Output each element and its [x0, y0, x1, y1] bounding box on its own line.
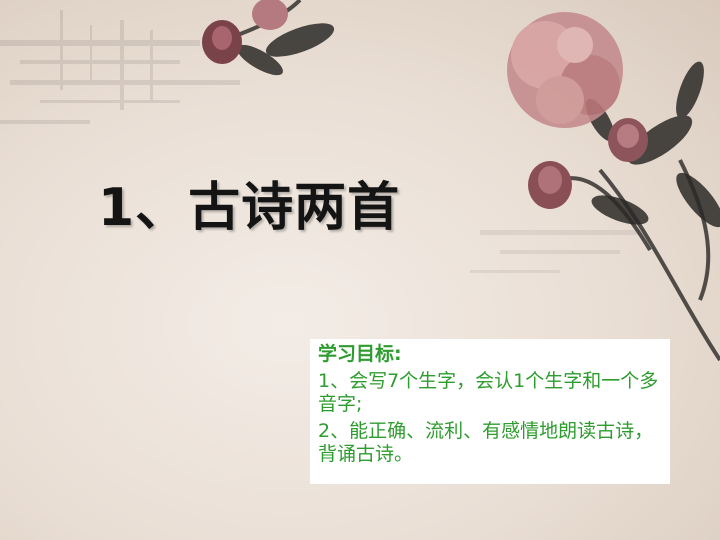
slide-title: 1、古诗两首	[98, 178, 401, 238]
objective-item-1: 1、会写7个生字，会认1个生字和一个多音字;	[318, 370, 659, 415]
learning-objectives-box: 学习目标: 1、会写7个生字，会认1个生字和一个多音字; 2、能正确、流利、有感…	[310, 339, 670, 484]
objective-item-2: 2、能正确、流利、有感情地朗读古诗，背诵古诗。	[318, 420, 654, 465]
objectives-heading: 学习目标:	[318, 343, 402, 365]
